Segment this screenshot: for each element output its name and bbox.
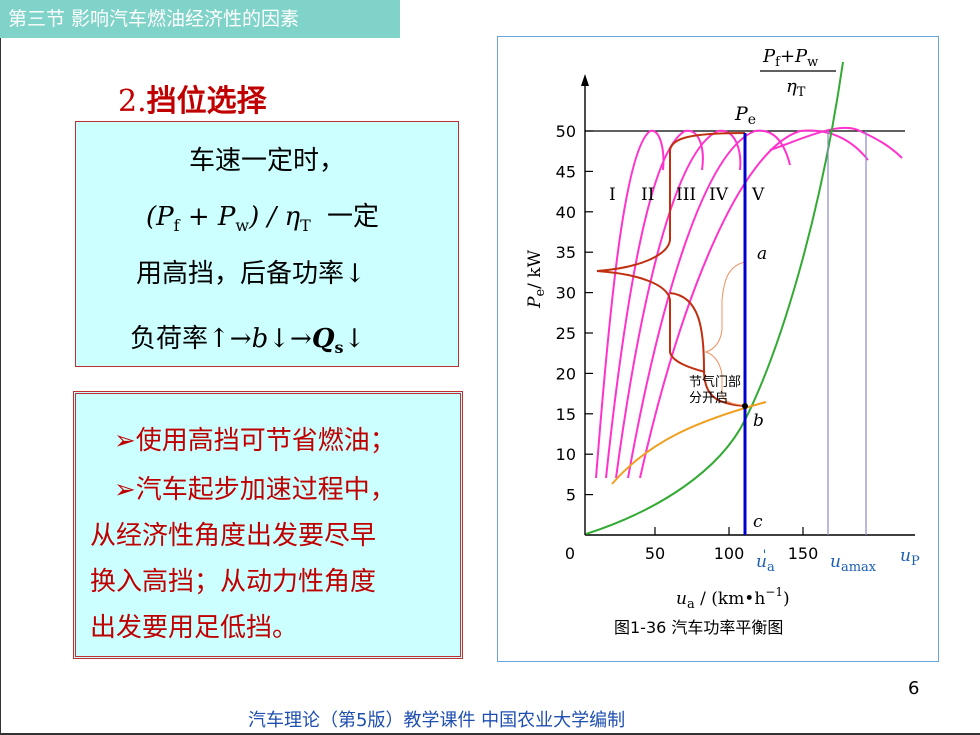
y-tick-label: 30	[556, 284, 576, 303]
partial-throttle-curve	[611, 401, 767, 485]
throttle-note-1: 节气门部	[689, 374, 741, 390]
line4-pre: 负荷率↑→	[130, 324, 252, 354]
line4-b: b	[251, 324, 269, 354]
heading-number: 2.	[118, 84, 147, 119]
x-axis-label: ua / (km•h−1)	[676, 585, 790, 612]
gear-5-tail	[769, 126, 903, 159]
heading-text: 挡位选择	[146, 84, 267, 119]
condition-line-4: 负荷率↑→b↓→Qs↓	[130, 318, 365, 357]
x-tick-label: 0	[565, 544, 575, 563]
page-number: 6	[908, 678, 920, 699]
footer-text: 汽车理论（第5版）教学课件 中国农业大学编制	[248, 710, 626, 731]
y-tick-label: 50	[556, 122, 576, 141]
gear-2-curve	[605, 129, 704, 479]
gear-5-curve	[639, 129, 869, 479]
y-tick-label: 25	[556, 324, 576, 343]
gear-label-1: I	[609, 185, 616, 205]
ua-prime-mark: ua'	[756, 548, 775, 575]
slide-bottom-edge	[0, 733, 980, 735]
figure-caption: 图1-36 汽车功率平衡图	[614, 618, 783, 637]
slide-left-edge	[0, 38, 1, 735]
gear-1-curve	[595, 129, 665, 479]
x-tick-label: 100	[714, 544, 745, 563]
resistance-power-curve	[585, 61, 844, 535]
gear-label-4: IV	[709, 185, 729, 205]
condition-formula-tail: 一定	[327, 202, 380, 232]
brace-to-b	[669, 292, 746, 407]
point-b-dot	[742, 403, 748, 409]
gear-3-curve	[615, 129, 742, 479]
x-tick-label: 50	[645, 544, 665, 563]
gear-4-curve	[627, 129, 791, 479]
x-tick-label: 150	[788, 544, 819, 563]
y-tick-label: 10	[556, 445, 576, 464]
gear-label-2: II	[641, 185, 654, 205]
thin-brace	[704, 261, 746, 406]
throttle-note-2: 分开启	[689, 391, 728, 406]
gear-power-curves	[595, 126, 903, 479]
slide-heading: 2.挡位选择	[118, 76, 267, 120]
point-label-c: c	[753, 512, 763, 532]
uamax-mark: uamax	[830, 552, 877, 575]
line4-mid: ↓→	[268, 324, 312, 354]
figure-frame	[497, 36, 939, 662]
line4-q: Q	[311, 324, 335, 354]
condition-line-1: 车速一定时，	[188, 146, 345, 176]
power-reserve-brace	[596, 132, 746, 407]
brace-upper	[596, 132, 746, 272]
y-tick-label: 15	[556, 405, 576, 424]
bullet-1: ➢使用高挡可节省燃油；	[114, 426, 396, 456]
line4-post: ↓	[343, 324, 366, 354]
condition-formula: (Pf + Pw) / ηT 一定	[146, 202, 380, 236]
y-axis-arrow	[581, 74, 589, 86]
section-tag: 第三节 影响汽车燃油经济性的因素	[0, 0, 400, 38]
point-label-a: a	[757, 244, 767, 264]
conclusion-line-4: 换入高挡；从动力性角度	[90, 567, 377, 597]
y-tick-label: 45	[556, 162, 576, 181]
gear-label-5: V	[751, 185, 765, 205]
gear-label-3: III	[676, 185, 696, 205]
resistance-label: Pf+Pw ηT	[760, 46, 836, 100]
conclusion-box: ➢使用高挡可节省燃油； ➢汽车起步加速过程中， 从经济性角度出发要尽早 换入高挡…	[73, 391, 463, 659]
line4-s: s	[334, 338, 344, 358]
condition-line-3: 用高挡，后备功率↓	[136, 259, 366, 289]
y-axis-label: Pe/ kW	[525, 249, 548, 309]
pe-label: Pe	[734, 103, 756, 128]
svg-text:ηT: ηT	[786, 76, 806, 100]
up-mark: uP	[900, 546, 920, 569]
conclusion-line-5: 出发要用足低挡。	[90, 613, 299, 643]
y-tick-label: 5	[566, 486, 576, 505]
conclusion-line-3: 从经济性角度出发要尽早	[90, 521, 377, 551]
brace-lower	[596, 270, 706, 373]
y-tick-label: 40	[556, 203, 576, 222]
bullet-2: ➢汽车起步加速过程中，	[114, 475, 396, 505]
y-tick-label: 35	[556, 243, 576, 262]
point-label-b: b	[753, 411, 764, 431]
svg-text:Pf+Pw: Pf+Pw	[762, 46, 818, 70]
y-tick-label: 20	[556, 364, 576, 383]
condition-box: 车速一定时， (Pf + Pw) / ηT 一定 用高挡，后备功率↓ 负荷率↑→…	[75, 121, 459, 367]
